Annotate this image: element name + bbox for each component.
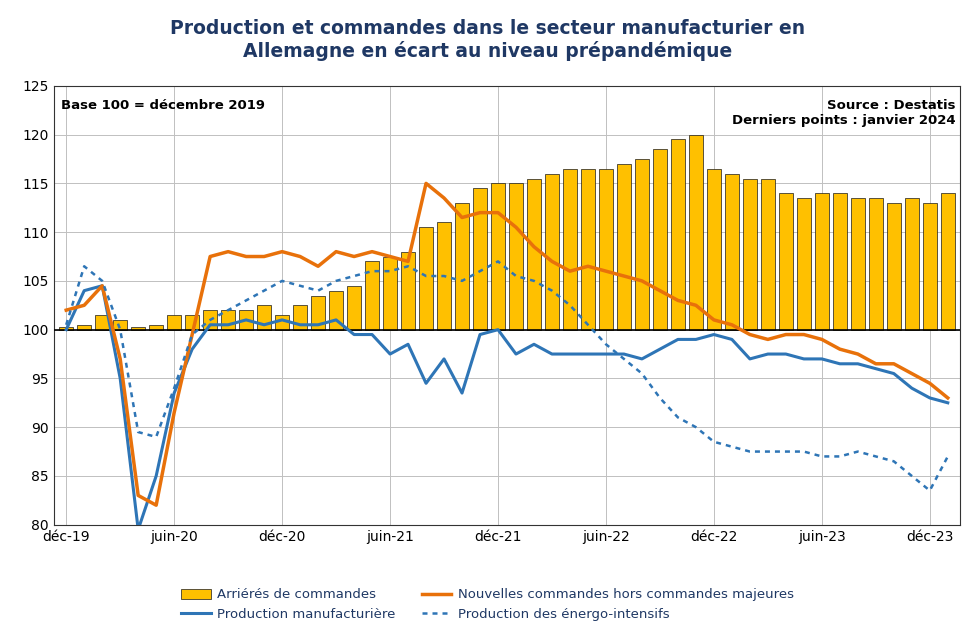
Bar <box>257 305 271 329</box>
Bar <box>113 320 127 329</box>
Bar <box>887 203 901 329</box>
Bar <box>185 315 199 329</box>
Text: Base 100 = décembre 2019: Base 100 = décembre 2019 <box>60 99 265 112</box>
Bar <box>707 169 721 329</box>
Bar <box>815 193 829 329</box>
Bar <box>311 296 325 329</box>
Bar <box>491 183 505 329</box>
Bar <box>564 169 577 329</box>
Bar <box>383 256 397 329</box>
Bar <box>473 188 487 329</box>
Bar <box>833 193 846 329</box>
Bar <box>725 174 739 329</box>
Bar <box>851 198 865 329</box>
Bar <box>168 315 181 329</box>
Bar <box>402 252 414 329</box>
Bar <box>689 135 703 329</box>
Bar <box>545 174 559 329</box>
Bar <box>509 183 523 329</box>
Bar <box>293 305 307 329</box>
Bar <box>204 310 216 329</box>
Bar <box>221 310 235 329</box>
Bar <box>941 193 955 329</box>
Bar <box>635 159 648 329</box>
Bar <box>743 179 757 329</box>
Bar <box>761 179 774 329</box>
Bar <box>600 169 612 329</box>
Bar <box>59 327 73 329</box>
Bar <box>617 164 631 329</box>
Bar <box>275 315 289 329</box>
Bar <box>347 286 361 329</box>
Bar <box>366 261 379 329</box>
Bar <box>455 203 469 329</box>
Bar <box>77 325 91 329</box>
Bar <box>419 227 433 329</box>
Bar <box>240 310 253 329</box>
Bar <box>581 169 595 329</box>
Legend: Arriérés de commandes, Production manufacturière, Nouvelles commandes hors comma: Arriérés de commandes, Production manufa… <box>176 583 799 626</box>
Bar <box>905 198 918 329</box>
Bar <box>437 223 450 329</box>
Bar <box>798 198 810 329</box>
Bar <box>671 139 684 329</box>
Bar <box>527 179 541 329</box>
Bar <box>779 193 793 329</box>
Bar <box>330 291 343 329</box>
Bar <box>869 198 882 329</box>
Bar <box>96 315 109 329</box>
Bar <box>132 327 145 329</box>
Bar <box>149 325 163 329</box>
Bar <box>923 203 937 329</box>
Text: Source : Destatis
Derniers points : janvier 2024: Source : Destatis Derniers points : janv… <box>732 99 956 127</box>
Bar <box>653 149 667 329</box>
Text: Production et commandes dans le secteur manufacturier en
Allemagne en écart au n: Production et commandes dans le secteur … <box>170 19 805 61</box>
